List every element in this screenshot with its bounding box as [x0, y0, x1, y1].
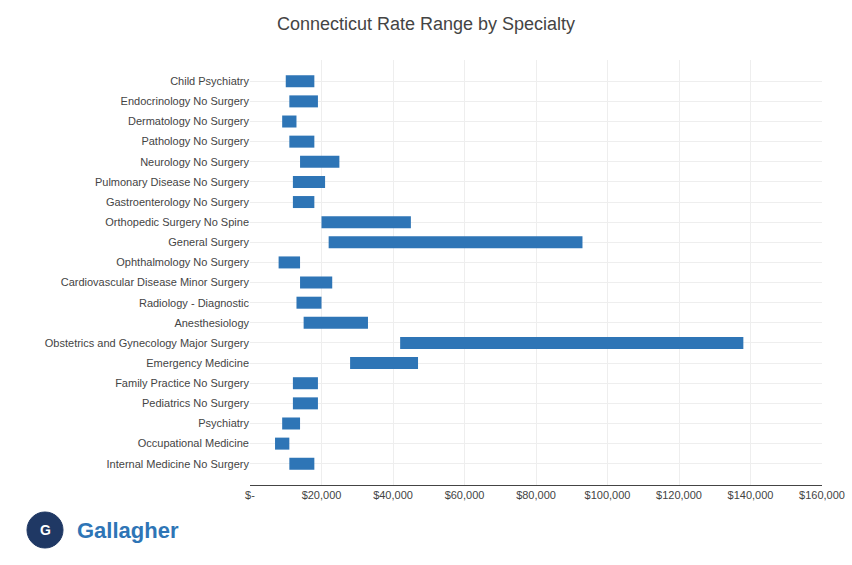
svg-text:Occupational Medicine: Occupational Medicine [138, 437, 249, 449]
svg-text:Ophthalmology No Surgery: Ophthalmology No Surgery [116, 256, 249, 268]
svg-text:Family Practice No Surgery: Family Practice No Surgery [115, 377, 249, 389]
svg-text:General Surgery: General Surgery [168, 236, 249, 248]
svg-text:Gastroenterology No Surgery: Gastroenterology No Surgery [106, 196, 250, 208]
svg-text:Obstetrics and Gynecology Majo: Obstetrics and Gynecology Major Surgery [45, 337, 250, 349]
svg-text:$160,000: $160,000 [799, 489, 845, 501]
svg-text:Internal Medicine No Surgery: Internal Medicine No Surgery [107, 458, 250, 470]
svg-text:Endocrinology No Surgery: Endocrinology No Surgery [121, 95, 250, 107]
svg-text:Cardiovascular Disease Minor S: Cardiovascular Disease Minor Surgery [61, 276, 250, 288]
svg-text:$100,000: $100,000 [585, 489, 631, 501]
svg-text:$20,000: $20,000 [302, 489, 342, 501]
svg-text:G: G [40, 522, 51, 538]
svg-text:Neurology No Surgery: Neurology No Surgery [140, 156, 249, 168]
svg-text:Pediatrics No Surgery: Pediatrics No Surgery [142, 397, 249, 409]
svg-text:$80,000: $80,000 [516, 489, 556, 501]
svg-text:Psychiatry: Psychiatry [198, 417, 249, 429]
svg-text:$60,000: $60,000 [445, 489, 485, 501]
svg-text:Orthopedic Surgery No Spine: Orthopedic Surgery No Spine [105, 216, 249, 228]
svg-text:$40,000: $40,000 [373, 489, 413, 501]
svg-text:Pathology No Surgery: Pathology No Surgery [141, 135, 249, 147]
svg-text:Anesthesiology: Anesthesiology [174, 317, 249, 329]
svg-text:$120,000: $120,000 [656, 489, 702, 501]
svg-text:$-: $- [245, 489, 255, 501]
svg-text:Pulmonary Disease No Surgery: Pulmonary Disease No Surgery [95, 176, 250, 188]
svg-text:Radiology - Diagnostic: Radiology - Diagnostic [139, 297, 250, 309]
svg-text:Connecticut Rate Range by Spec: Connecticut Rate Range by Specialty [277, 14, 575, 34]
svg-text:Emergency Medicine: Emergency Medicine [146, 357, 249, 369]
svg-text:Dermatology No Surgery: Dermatology No Surgery [128, 115, 250, 127]
svg-text:Gallagher: Gallagher [77, 518, 179, 543]
svg-text:$140,000: $140,000 [728, 489, 774, 501]
svg-text:Child Psychiatry: Child Psychiatry [170, 75, 249, 87]
